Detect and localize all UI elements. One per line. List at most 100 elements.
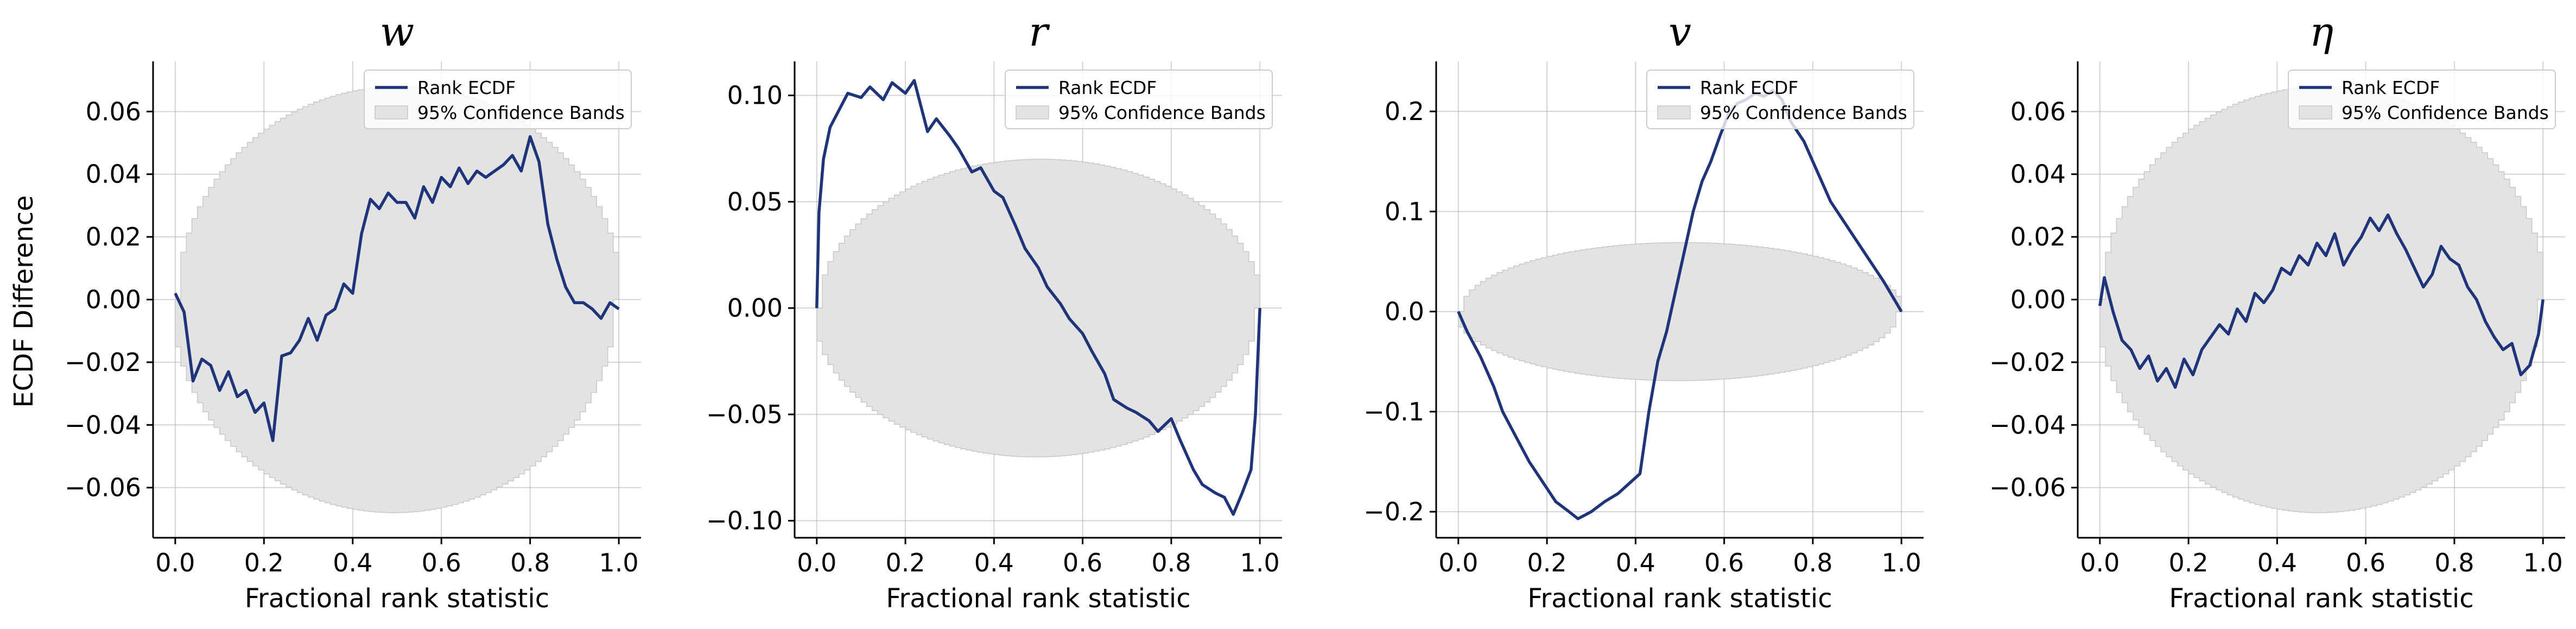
- confidence-band: [175, 86, 619, 513]
- data-point: [2378, 230, 2380, 231]
- data-point: [1046, 286, 1048, 287]
- legend-box: [2288, 70, 2556, 129]
- y-tick-label: −0.04: [65, 410, 141, 439]
- x-tick-label: 0.8: [510, 548, 550, 577]
- legend-band-swatch: [1657, 105, 1691, 119]
- rank-ecdf-line: [2098, 213, 2545, 389]
- data-point: [1502, 411, 1503, 412]
- x-tick-label: 0.2: [244, 548, 284, 577]
- data-point: [1542, 481, 1543, 482]
- y-tick-label: 0.00: [727, 293, 783, 323]
- x-tick-label: 0.2: [1527, 548, 1567, 577]
- confidence-band: [1458, 242, 1902, 381]
- x-tick-label: 0.0: [797, 548, 836, 577]
- data-point: [913, 80, 915, 81]
- x-tick-label: 0.8: [2434, 548, 2474, 577]
- data-point: [1179, 439, 1181, 441]
- data-point: [219, 390, 220, 391]
- data-point: [485, 177, 486, 178]
- x-tick-label: 1.0: [2523, 548, 2563, 577]
- data-point: [927, 131, 928, 132]
- data-point: [1901, 311, 1902, 312]
- legend-band-swatch: [375, 105, 408, 119]
- legend-label-confidence-bands: 95% Confidence Bands: [2342, 102, 2549, 123]
- x-tick-label: 0.4: [1616, 548, 1655, 577]
- panel-title: v: [1668, 9, 1691, 55]
- data-point: [1016, 227, 1017, 228]
- y-tick-label: −0.10: [706, 506, 783, 536]
- y-tick-label: 0.04: [86, 160, 141, 189]
- data-point: [423, 186, 424, 187]
- chart-panel-1: 0.0 0.2 0.4 0.6 0.8 1.0 −0.10 −0.05 0.00 0.05 0.10…: [706, 9, 1282, 614]
- x-axis-label: Fractional rank statistic: [886, 583, 1190, 614]
- y-tick-label: 0.05: [727, 187, 783, 216]
- legend-label-rank-ecdf: Rank ECDF: [1700, 77, 1798, 98]
- legend: Rank ECDF 95% Confidence Bands: [1005, 70, 1273, 129]
- x-tick-label: 0.4: [974, 548, 1014, 577]
- x-tick-label: 1.0: [1882, 548, 1921, 577]
- y-tick-label: −0.06: [65, 473, 141, 502]
- panel-title: w: [380, 9, 414, 55]
- data-point: [1480, 356, 1481, 357]
- data-point: [2299, 255, 2300, 256]
- data-point: [949, 135, 950, 136]
- y-tick-label: −0.02: [1989, 348, 2066, 377]
- legend-label-rank-ecdf: Rank ECDF: [2342, 77, 2440, 98]
- data-point: [432, 202, 433, 203]
- data-point: [1091, 350, 1092, 351]
- panels: 0.0 0.2 0.4 0.6 0.8 1.0 −0.06 −0.04 −0.02 0.00 0.0…: [65, 9, 2565, 614]
- x-tick-label: 0.8: [1793, 548, 1832, 577]
- x-tick-label: 0.2: [886, 548, 925, 577]
- data-point: [1883, 281, 1885, 282]
- x-tick-label: 0.6: [1063, 548, 1102, 577]
- data-point: [1892, 296, 1893, 297]
- legend-box: [1646, 70, 1914, 129]
- y-tick-label: 0.1: [1385, 197, 1424, 226]
- x-tick-label: 0.0: [155, 548, 195, 577]
- data-point: [2166, 368, 2167, 369]
- data-point: [1666, 331, 1667, 332]
- data-point: [299, 339, 300, 341]
- data-point: [1604, 501, 1605, 502]
- legend-label-confidence-bands: 95% Confidence Bands: [1700, 102, 1907, 123]
- figure-y-axis-label: ECDF Difference: [9, 195, 39, 407]
- y-tick-label: −0.06: [1989, 473, 2066, 502]
- rank-ecdf-line: [1457, 89, 1903, 520]
- legend: Rank ECDF 95% Confidence Bands: [1646, 70, 1914, 129]
- data-point: [1843, 221, 1844, 222]
- y-tick-label: 0.00: [86, 285, 141, 314]
- data-point: [449, 186, 451, 187]
- legend: Rank ECDF 95% Confidence Bands: [2288, 70, 2556, 129]
- y-tick-label: 0.2: [1385, 97, 1424, 126]
- chart-panel-2: 0.0 0.2 0.4 0.6 0.8 1.0 −0.2 −0.1 0.0 0.1 0.2 Fract…: [1363, 9, 1924, 614]
- data-point: [1069, 318, 1070, 319]
- y-tick-label: −0.04: [1989, 410, 2066, 439]
- legend-label-confidence-bands: 95% Confidence Bands: [1058, 102, 1266, 123]
- data-point: [2201, 349, 2203, 350]
- x-axis-label: Fractional rank statistic: [2169, 583, 2473, 614]
- data-point: [883, 99, 884, 100]
- legend: Rank ECDF 95% Confidence Bands: [364, 70, 632, 129]
- data-point: [2130, 349, 2131, 350]
- y-tick-label: 0.06: [2010, 97, 2066, 126]
- data-point: [538, 161, 540, 162]
- data-point: [1830, 201, 1831, 202]
- y-tick-label: −0.05: [706, 400, 783, 429]
- data-point: [1648, 411, 1649, 412]
- data-point: [2529, 365, 2530, 366]
- x-tick-label: 1.0: [1240, 548, 1280, 577]
- y-tick-label: −0.1: [1363, 397, 1424, 426]
- data-point: [316, 339, 318, 341]
- data-point: [2219, 324, 2220, 325]
- legend-label-rank-ecdf: Rank ECDF: [417, 77, 516, 98]
- chart-panel-3: 0.0 0.2 0.4 0.6 0.8 1.0 −0.06 −0.04 −0.02 0.00 0.0…: [1989, 9, 2565, 614]
- y-tick-label: 0.0: [1385, 297, 1424, 326]
- chart-panel-0: 0.0 0.2 0.4 0.6 0.8 1.0 −0.06 −0.04 −0.02 0.00 0.0…: [65, 9, 641, 614]
- y-tick-label: 0.02: [2010, 222, 2066, 251]
- x-tick-label: 0.2: [2169, 548, 2209, 577]
- data-point: [1467, 331, 1468, 332]
- legend-box: [1005, 70, 1273, 129]
- y-tick-label: −0.02: [65, 348, 141, 377]
